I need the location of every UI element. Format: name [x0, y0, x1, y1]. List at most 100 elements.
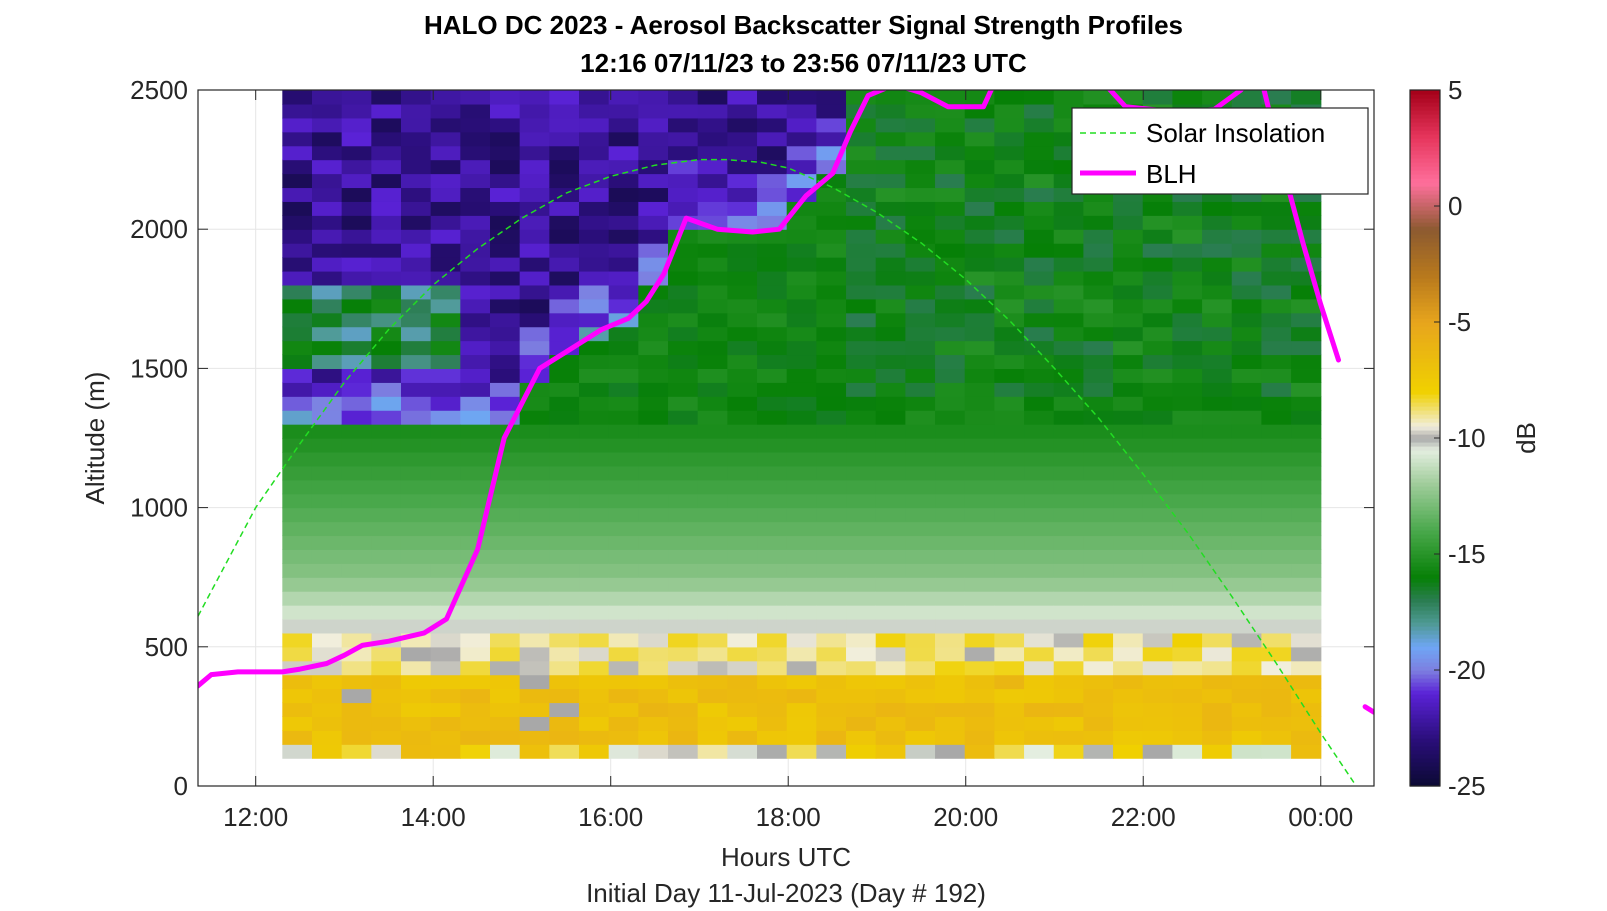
heatmap-cell: [341, 730, 372, 745]
heatmap-cell: [549, 451, 580, 467]
heatmap-cell: [875, 340, 906, 356]
heatmap-cell: [1202, 229, 1233, 244]
heatmap-cell: [994, 674, 1025, 690]
colorbar-step: [1410, 226, 1440, 231]
heatmap-cell: [994, 410, 1025, 425]
heatmap-cell: [519, 563, 550, 578]
heatmap-cell: [757, 424, 788, 439]
heatmap-cell: [519, 410, 550, 425]
heatmap-cell: [341, 326, 372, 342]
heatmap-cell: [460, 117, 491, 133]
heatmap-cell: [935, 507, 966, 523]
heatmap-cell: [1172, 340, 1203, 356]
heatmap-cell: [400, 591, 432, 606]
heatmap-cell: [697, 312, 728, 328]
heatmap-cell: [1291, 618, 1322, 634]
heatmap-cell: [816, 438, 847, 453]
colorbar-step: [1410, 198, 1440, 203]
heatmap-cell: [757, 438, 788, 453]
x-tick-label: 00:00: [1288, 802, 1353, 832]
heatmap-cell: [697, 563, 728, 578]
y-axis-label: Altitude (m): [80, 372, 110, 505]
heatmap-cell: [400, 201, 432, 216]
heatmap-cell: [1231, 716, 1263, 731]
solar-insolation-line: [198, 158, 1357, 786]
heatmap-cell: [490, 145, 521, 161]
heatmap-cell: [846, 493, 877, 509]
heatmap-cell: [1172, 660, 1203, 676]
heatmap-cell: [1172, 284, 1203, 300]
heatmap-cell: [1231, 465, 1263, 481]
heatmap-cell: [638, 145, 669, 161]
heatmap-cell: [935, 201, 966, 216]
heatmap-cell: [697, 438, 728, 453]
heatmap-cell: [371, 730, 402, 745]
heatmap-cell: [311, 730, 343, 745]
heatmap-cell: [727, 549, 758, 564]
colorbar-step: [1410, 518, 1440, 523]
heatmap-cell: [1172, 702, 1203, 717]
colorbar-step: [1410, 770, 1440, 775]
heatmap-cell: [638, 159, 669, 175]
heatmap-cell: [579, 451, 610, 467]
heatmap-cell: [341, 187, 372, 202]
heatmap-cell: [579, 744, 610, 759]
heatmap-cell: [1024, 90, 1055, 105]
heatmap-cell: [519, 298, 550, 314]
heatmap-cell: [638, 368, 669, 383]
heatmap-cell: [341, 117, 372, 133]
heatmap-cell: [1024, 382, 1055, 397]
heatmap-cell: [1024, 215, 1055, 230]
heatmap-cell: [579, 117, 610, 133]
colorbar-step: [1410, 678, 1440, 683]
colorbar-step: [1410, 366, 1440, 371]
heatmap-cell: [1024, 605, 1055, 620]
heatmap-cell: [1231, 438, 1263, 453]
colorbar-step: [1410, 762, 1440, 767]
heatmap-cell: [935, 549, 966, 564]
colorbar-step: [1410, 682, 1440, 687]
heatmap-cell: [1083, 730, 1114, 745]
heatmap-cell: [1113, 382, 1144, 397]
heatmap-cell: [549, 396, 580, 411]
heatmap-cell: [786, 465, 817, 481]
colorbar-step: [1410, 218, 1440, 223]
heatmap-cell: [579, 535, 610, 550]
colorbar-step: [1410, 142, 1440, 147]
heatmap-cell: [964, 660, 995, 676]
heatmap-cell: [846, 507, 877, 523]
colorbar-step: [1410, 418, 1440, 423]
heatmap-cell: [282, 465, 313, 481]
colorbar-step: [1410, 238, 1440, 243]
heatmap-cell: [371, 103, 402, 119]
heatmap-cell: [786, 493, 817, 509]
heatmap-cell: [371, 660, 402, 676]
heatmap-cell: [1172, 354, 1203, 369]
colorbar-step: [1410, 494, 1440, 499]
heatmap-cell: [1113, 215, 1144, 230]
heatmap-cell: [1172, 368, 1203, 383]
heatmap-cell: [935, 90, 966, 105]
heatmap-cell: [1202, 744, 1233, 759]
heatmap-cell: [1024, 159, 1055, 175]
heatmap-cell: [519, 215, 550, 230]
colorbar-step: [1410, 750, 1440, 755]
heatmap-cell: [905, 730, 936, 745]
heatmap-cell: [1083, 284, 1114, 300]
colorbar-step: [1410, 178, 1440, 183]
heatmap-cell: [1261, 410, 1292, 425]
heatmap-cell: [1083, 368, 1114, 383]
heatmap-cell: [905, 605, 936, 620]
heatmap-cell: [1024, 298, 1055, 314]
heatmap-cell: [757, 382, 788, 397]
heatmap-cell: [1053, 243, 1084, 258]
heatmap-cell: [282, 187, 313, 202]
heatmap-cell: [964, 410, 995, 425]
heatmap-cell: [371, 257, 402, 272]
heatmap-cell: [430, 563, 461, 578]
heatmap-cell: [1142, 243, 1173, 258]
heatmap-cell: [549, 605, 580, 620]
heatmap-cell: [460, 90, 491, 105]
heatmap-cell: [727, 674, 758, 690]
colorbar-step: [1410, 358, 1440, 363]
